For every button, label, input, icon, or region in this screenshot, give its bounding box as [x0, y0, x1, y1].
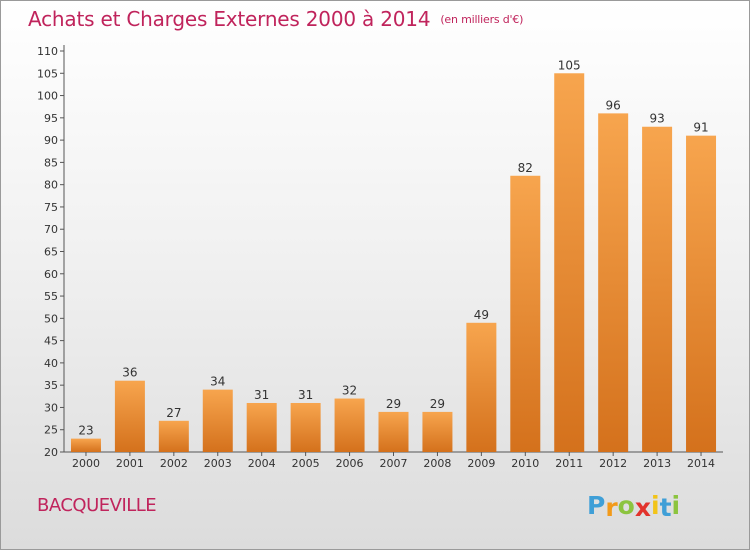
- y-tick-label: 20: [44, 446, 58, 459]
- x-tick-label: 2011: [555, 457, 583, 470]
- logo-letter: P: [587, 491, 606, 520]
- y-tick-label: 75: [44, 201, 58, 214]
- bar: [114, 380, 145, 452]
- bar-value-label: 31: [298, 388, 313, 402]
- bar-value-label: 34: [210, 375, 225, 389]
- x-tick-label: 2008: [423, 457, 451, 470]
- x-tick-label: 2000: [72, 457, 100, 470]
- x-tick-label: 2009: [467, 457, 495, 470]
- x-tick-label: 2012: [599, 457, 627, 470]
- bar-value-label: 96: [606, 98, 621, 112]
- y-tick-label: 60: [44, 268, 58, 281]
- x-tick-label: 2010: [511, 457, 539, 470]
- logo-letter: r: [605, 493, 618, 522]
- chart-title: Achats et Charges Externes 2000 à 2014 (e…: [28, 7, 523, 31]
- bar-value-label: 29: [430, 397, 445, 411]
- y-tick-label: 100: [37, 90, 58, 103]
- y-tick-label: 90: [44, 134, 58, 147]
- bar: [378, 411, 409, 452]
- bar: [466, 322, 497, 452]
- bar-value-label: 23: [78, 424, 93, 438]
- y-tick-label: 95: [44, 112, 58, 125]
- bar-value-label: 105: [558, 58, 581, 72]
- bar: [422, 411, 453, 452]
- bar: [334, 398, 365, 452]
- bar: [158, 420, 189, 452]
- y-tick-label: 80: [44, 179, 58, 192]
- y-tick-label: 65: [44, 246, 58, 259]
- chart-subtitle: (en milliers d'€): [440, 13, 524, 26]
- bar-value-label: 32: [342, 384, 357, 398]
- y-tick-label: 105: [37, 67, 58, 80]
- bar: [598, 113, 629, 452]
- y-tick-label: 40: [44, 357, 58, 370]
- x-tick-label: 2013: [643, 457, 671, 470]
- y-tick-label: 55: [44, 290, 58, 303]
- bar: [642, 126, 673, 452]
- y-tick-label: 25: [44, 424, 58, 437]
- logo-letter: t: [659, 493, 672, 522]
- y-tick-label: 85: [44, 156, 58, 169]
- x-tick-label: 2014: [687, 457, 715, 470]
- commune-name: BACQUEVILLE: [37, 495, 157, 516]
- x-tick-label: 2005: [292, 457, 320, 470]
- bar: [290, 402, 321, 452]
- y-tick-label: 70: [44, 223, 58, 236]
- bar-value-label: 93: [649, 112, 664, 126]
- logo-letter: o: [617, 491, 635, 520]
- bar-value-label: 29: [386, 397, 401, 411]
- x-tick-label: 2001: [116, 457, 144, 470]
- bar-value-label: 82: [518, 161, 533, 175]
- bar: [554, 73, 585, 453]
- y-tick-label: 30: [44, 401, 58, 414]
- y-tick-label: 110: [37, 45, 58, 58]
- x-tick-label: 2004: [248, 457, 276, 470]
- chart-title-text: Achats et Charges Externes 2000 à 2014: [28, 7, 431, 31]
- x-tick-label: 2002: [160, 457, 188, 470]
- y-tick-label: 50: [44, 312, 58, 325]
- logo-letter: x: [634, 493, 651, 522]
- x-tick-label: 2007: [380, 457, 408, 470]
- proxiti-logo: Proxiti: [587, 491, 681, 522]
- bar: [686, 135, 717, 452]
- x-tick-label: 2003: [204, 457, 232, 470]
- y-tick-label: 35: [44, 379, 58, 392]
- bar-value-label: 49: [474, 308, 489, 322]
- bar-value-label: 91: [693, 121, 708, 135]
- bar: [510, 175, 541, 452]
- bar: [70, 438, 101, 452]
- logo-letter: i: [671, 491, 681, 520]
- bar: [202, 389, 233, 452]
- logo-letter: i: [651, 491, 660, 520]
- bar: [246, 402, 277, 452]
- bar-value-label: 31: [254, 388, 269, 402]
- bar-value-label: 27: [166, 406, 181, 420]
- bar-value-label: 36: [122, 366, 137, 380]
- y-tick-label: 45: [44, 335, 58, 348]
- x-tick-label: 2006: [336, 457, 364, 470]
